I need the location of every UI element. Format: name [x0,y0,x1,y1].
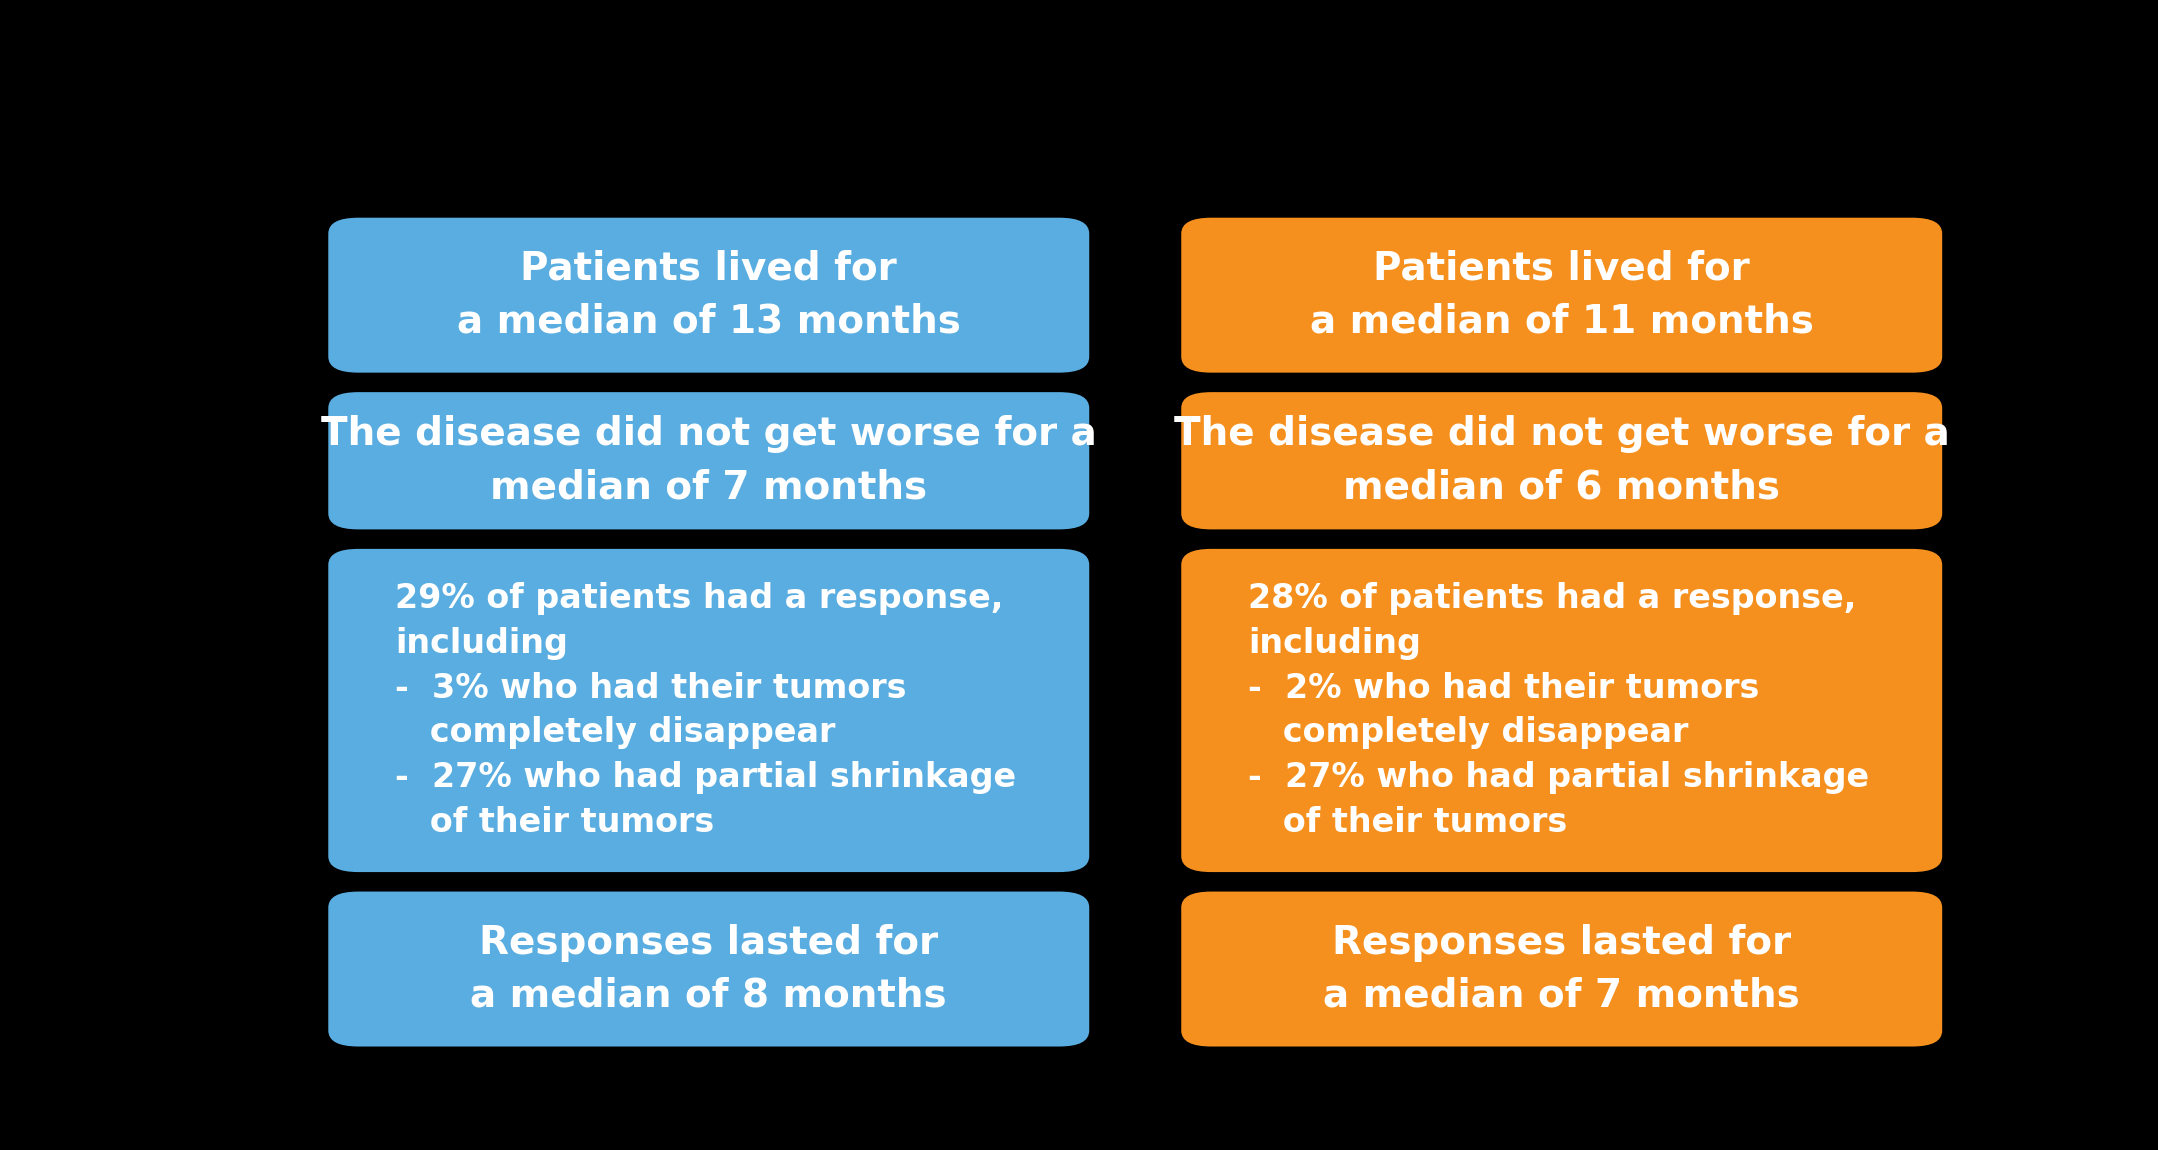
Text: 29% of patients had a response,
including
-  3% who had their tumors
   complete: 29% of patients had a response, includin… [395,582,1016,838]
Text: Responses lasted for
a median of 8 months: Responses lasted for a median of 8 month… [470,923,947,1014]
FancyBboxPatch shape [328,392,1090,529]
FancyBboxPatch shape [328,891,1090,1046]
Text: Patients lived for
a median of 11 months: Patients lived for a median of 11 months [1310,250,1813,340]
FancyBboxPatch shape [1180,891,1942,1046]
Text: 28% of patients had a response,
including
-  2% who had their tumors
   complete: 28% of patients had a response, includin… [1247,582,1869,838]
Text: The disease did not get worse for a
median of 7 months: The disease did not get worse for a medi… [322,415,1096,506]
Text: Responses lasted for
a median of 7 months: Responses lasted for a median of 7 month… [1323,923,1800,1014]
Text: Patients lived for
a median of 13 months: Patients lived for a median of 13 months [457,250,960,340]
FancyBboxPatch shape [1180,217,1942,373]
FancyBboxPatch shape [1180,392,1942,529]
FancyBboxPatch shape [328,549,1090,872]
Text: The disease did not get worse for a
median of 6 months: The disease did not get worse for a medi… [1174,415,1949,506]
FancyBboxPatch shape [1180,549,1942,872]
FancyBboxPatch shape [328,217,1090,373]
